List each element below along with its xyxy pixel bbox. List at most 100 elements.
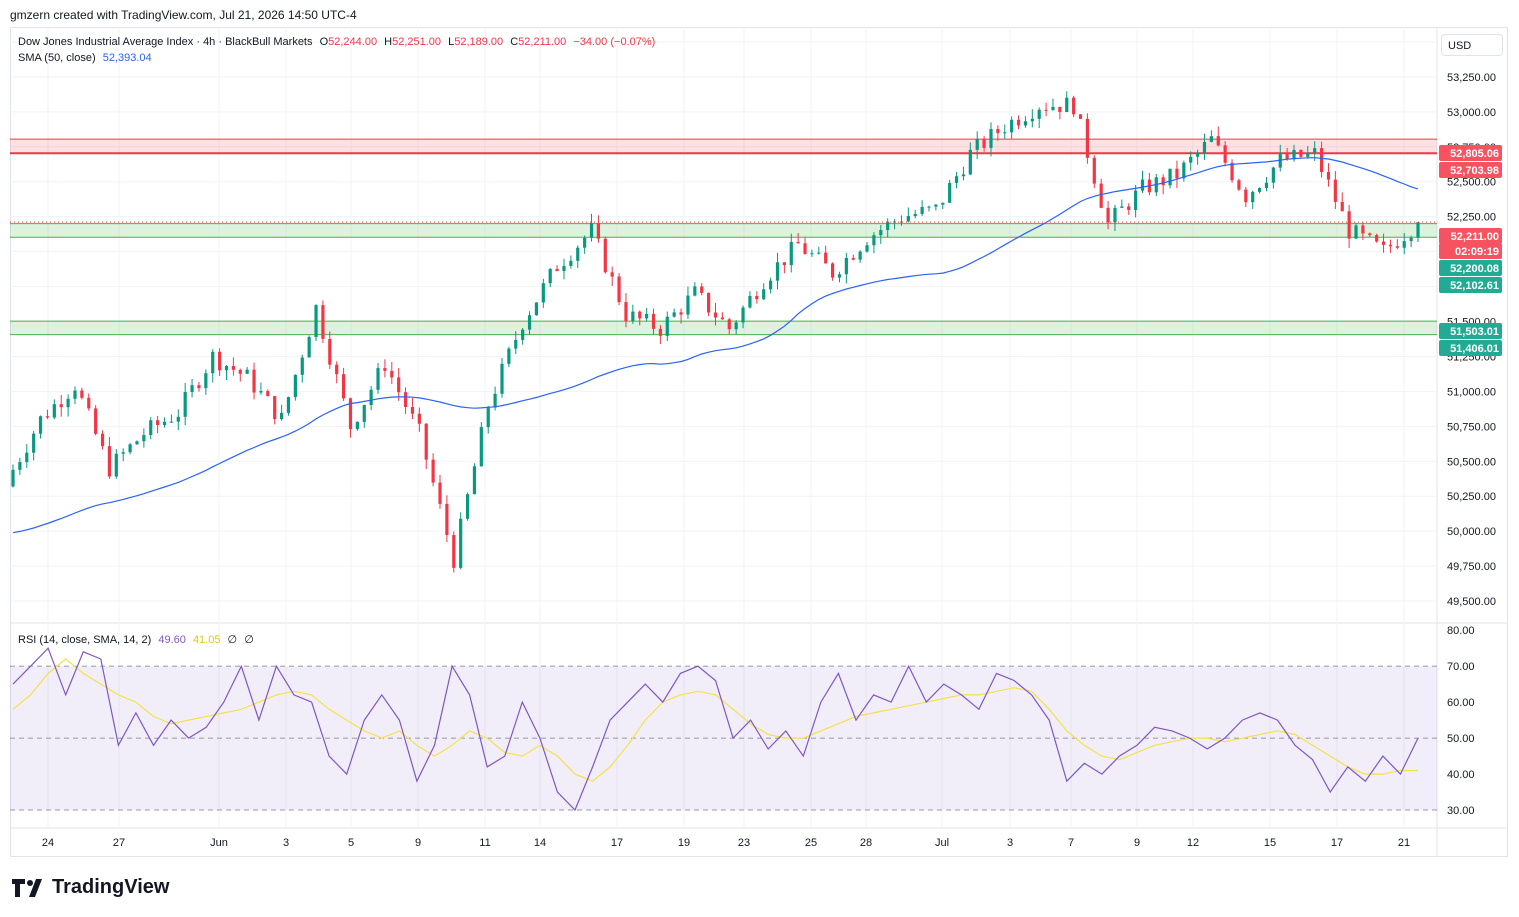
candle-body [810,253,814,255]
candle-body [583,237,587,248]
candle-body [521,329,525,340]
rsi-tick-label: 60.00 [1447,697,1475,709]
candle-body [280,412,284,420]
candle-body [948,182,952,203]
candle-body [1306,152,1310,157]
price-badge [1439,277,1502,293]
close-value: 52,211.00 [518,36,567,48]
candle-body [403,392,408,408]
candle-body [1189,156,1193,163]
candle-body [1140,179,1145,191]
candle-body [1416,222,1420,238]
price-badge [1439,162,1502,178]
candle-body [1278,154,1282,168]
candle-body [968,149,972,175]
candle-body [438,482,442,504]
candle-body [830,263,835,278]
candle-body [1285,154,1289,160]
candle-body [1244,189,1248,203]
rsi-value: 49.60 [158,634,186,646]
candle-body [1292,149,1296,160]
rsi-legend[interactable]: RSI (14, close, SMA, 14, 2) 49.60 41.05 … [18,633,258,646]
time-tick-label: 25 [805,837,817,849]
tradingview-logo[interactable]: TradingView [12,876,169,899]
rsi-label: RSI (14, close, SMA, 14, 2) [18,634,152,646]
candle-body [1168,168,1172,186]
candle-body [52,404,56,418]
sma-legend[interactable]: SMA (50, close) 52,393.04 [18,52,156,64]
candle-body [541,283,545,303]
candle-body [38,416,43,434]
candle-body [286,397,291,413]
price-badge [1439,323,1502,339]
rsi-tick-label: 80.00 [1447,625,1475,637]
candle-body [1361,225,1365,234]
sma-value: 52,393.04 [102,52,152,64]
symbol-title[interactable]: Dow Jones Industrial Average Index · 4h … [18,36,313,48]
candle-body [307,337,311,358]
high-label: H [384,36,393,48]
candle-body [245,369,249,374]
candle-body [156,420,160,426]
chart-frame[interactable] [10,27,1508,857]
candle-body [1230,162,1234,181]
time-tick-label: 23 [738,837,750,849]
candle-body [672,312,676,317]
candle-body [617,276,621,303]
time-tick-label: 11 [479,837,490,849]
candle-body [397,377,401,393]
candle-body [149,420,153,436]
candle-body [114,453,118,477]
candle-body [231,365,235,370]
candle-body [293,374,297,398]
change-value: −34.00 (−0.07%) [573,36,656,48]
candle-body [748,295,752,308]
candle-body [486,407,490,428]
candle-body [383,368,387,371]
candle-body [624,302,628,322]
candle-body [762,289,766,300]
candle-body [1202,141,1207,153]
price-badge-label: 52,703.98 [1450,165,1499,177]
candle-body [176,416,180,422]
candle-body [314,305,318,338]
candle-body [1313,148,1317,153]
candle-body [789,241,793,266]
price-tick-label: 50,250.00 [1447,491,1496,503]
candle-body [1010,119,1014,133]
open-value: 52,244.00 [328,36,378,48]
candle-body [1051,106,1055,110]
candle-body [775,262,780,281]
time-tick-label: 9 [1134,837,1140,849]
candle-body [190,385,194,393]
rsi-extra-2: ∅ [244,634,254,646]
attribution-text: gmzern created with TradingView.com, Jul… [10,8,357,22]
price-badge [1439,340,1502,356]
price-tick-label: 49,500.00 [1447,596,1496,608]
candle-body [665,316,669,336]
candle-body [1340,201,1344,212]
rsi-extra-1: ∅ [227,634,238,646]
candle-body [1134,190,1138,210]
currency-button[interactable]: USD [1441,34,1503,56]
time-tick-label: 19 [678,837,690,849]
candle-body [335,364,339,375]
candle-body [720,317,724,320]
candle-body [768,280,773,290]
candle-body [321,305,325,339]
candle-body [390,370,394,378]
price-tick-label: 52,500.00 [1447,177,1496,189]
candle-body [1092,157,1096,184]
candle-body [562,265,566,272]
candle-body [658,328,663,336]
candle-body [576,247,580,261]
candle-body [989,129,993,148]
candle-body [1196,152,1200,157]
candle-body [796,241,800,244]
candle-body [417,413,421,424]
candle-body [369,389,373,406]
candle-body [906,216,910,222]
high-value: 52,251.00 [392,36,442,48]
time-tick-label: 28 [860,837,872,849]
